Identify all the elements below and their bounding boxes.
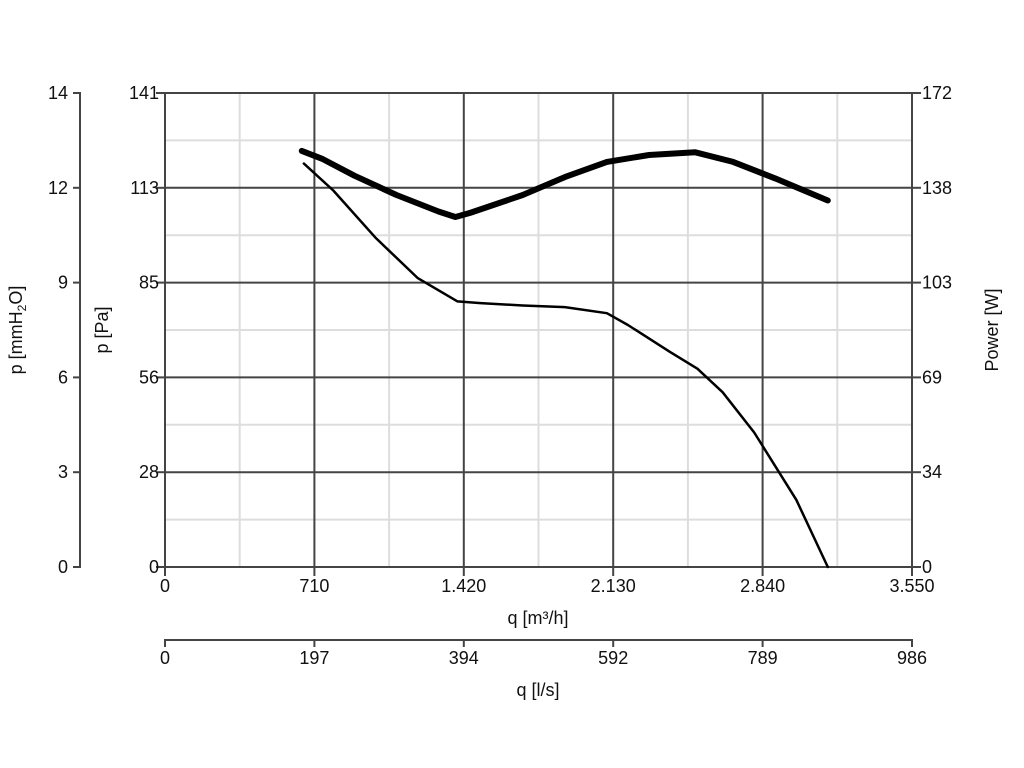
y-tick-label: 56	[139, 367, 159, 387]
x-secondary-tick-label: 789	[748, 648, 778, 668]
x-axis-title: q [m³/h]	[507, 608, 568, 628]
y-secondary-left-tick-label: 0	[58, 557, 68, 577]
y-tick-label: 141	[129, 83, 159, 103]
x-tick-label: 2.840	[740, 576, 785, 596]
y-secondary-left-tick-label: 9	[58, 273, 68, 293]
y-right-axis-title: Power [W]	[982, 288, 1002, 371]
axes	[73, 92, 921, 647]
x-secondary-tick-label: 986	[897, 648, 927, 668]
y-tick-label: 85	[139, 273, 159, 293]
y-right-tick-label: 138	[922, 178, 952, 198]
power-curve	[298, 147, 831, 220]
y-right-tick-label: 172	[922, 83, 952, 103]
pressure-curve	[302, 162, 830, 569]
y-secondary-left-tick-label: 12	[48, 178, 68, 198]
x-secondary-tick-label: 197	[299, 648, 329, 668]
y-right-tick-label: 69	[922, 367, 942, 387]
plot-frame	[164, 92, 913, 568]
x-tick-label: 2.130	[591, 576, 636, 596]
minor-grid	[164, 92, 913, 568]
y-secondary-left-title-subscript: 2	[15, 304, 29, 311]
x-tick-label: 1.420	[441, 576, 486, 596]
y-secondary-left-axis-title: p [mmH2O]	[6, 286, 29, 375]
x-secondary-tick-label: 394	[449, 648, 479, 668]
x-tick-label: 710	[299, 576, 329, 596]
y-tick-label: 113	[130, 178, 159, 198]
x-secondary-tick-label: 0	[160, 648, 170, 668]
y-secondary-left-title-part-1: p [mmH	[6, 311, 26, 374]
y-secondary-left-tick-label: 3	[58, 462, 68, 482]
y-right-tick-label: 0	[922, 557, 932, 577]
curves	[298, 147, 831, 569]
y-secondary-left-tick-label: 6	[58, 367, 68, 387]
y-tick-label: 0	[149, 557, 159, 577]
x-secondary-axis-title: q [l/s]	[516, 680, 559, 700]
y-axis-title: p [Pa]	[92, 306, 112, 353]
x-tick-label: 3.550	[889, 576, 934, 596]
y-right-tick-label: 34	[922, 462, 942, 482]
y-secondary-left-tick-label: 14	[48, 83, 68, 103]
x-secondary-tick-label: 592	[598, 648, 628, 668]
y-secondary-left-title-part-2: O]	[6, 286, 26, 305]
y-right-tick-label: 103	[922, 273, 952, 293]
x-tick-label: 0	[160, 576, 170, 596]
y-tick-label: 28	[139, 462, 159, 482]
